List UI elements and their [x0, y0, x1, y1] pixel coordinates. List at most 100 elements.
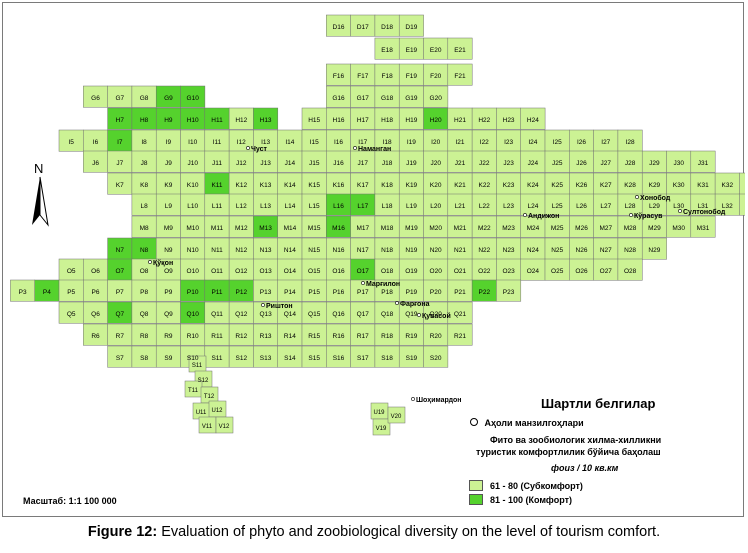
grid-cell-label: R7	[116, 333, 125, 340]
grid-cell-label: R19	[405, 333, 417, 340]
grid-cell-label: O18	[381, 268, 394, 275]
map-frame: D16 D17 D18 D19 E18 E19 E20 E21 F16 F17 F18 F19 F20 F…	[2, 2, 745, 517]
grid-cell-label: S10	[187, 355, 199, 362]
grid-cell-label: L15	[309, 203, 320, 210]
grid-cell-label: J26	[576, 160, 587, 167]
grid-cell-label: L26	[576, 203, 587, 210]
grid-cell-label: D18	[381, 24, 393, 31]
grid-cell	[253, 107, 279, 130]
grid-cell-label: I18	[383, 139, 392, 146]
grid-cell-label: F17	[357, 73, 369, 80]
grid-cell-label: S13	[260, 355, 272, 362]
grid-cell	[423, 345, 449, 368]
grid-cell-label: M10	[186, 225, 199, 232]
grid-cell	[690, 215, 716, 238]
grid-cell-label: V19	[376, 426, 387, 432]
grid-cell-label: S14	[284, 355, 296, 362]
city-label: Қувасой	[422, 312, 451, 320]
grid-cell-label: N15	[308, 247, 320, 254]
grid-cell-label: H13	[260, 117, 272, 124]
grid-cell	[496, 279, 522, 302]
grid-cell-label: L22	[479, 203, 490, 210]
grid-cell-label: M18	[381, 225, 394, 232]
grid-cell-label: M8	[140, 225, 149, 232]
grid-cell-label: K31	[697, 182, 709, 189]
grid-cell-label: H18	[381, 117, 393, 124]
grid-cell-label: K9	[164, 182, 172, 189]
grid-cell-label: P4	[43, 289, 51, 296]
grid-cell-label: Q19	[405, 311, 418, 318]
grid-cell-label: N16	[333, 247, 345, 254]
grid-cell-label: N10	[187, 247, 199, 254]
grid-cell-label: N21	[454, 247, 466, 254]
grid-cell-label: H23	[503, 117, 515, 124]
grid-cell-label: O19	[405, 268, 418, 275]
grid-cell-label: J24	[528, 160, 539, 167]
grid-cell-label: O28	[624, 268, 637, 275]
grid-cell-label: G16	[332, 95, 345, 102]
grid-cell-label: I21	[455, 139, 464, 146]
grid-cell-label: H7	[116, 117, 125, 124]
grid-cell-label: H9	[164, 117, 173, 124]
grid-cell-label: L25	[552, 203, 563, 210]
grid-cell-label: K30	[673, 182, 685, 189]
grid-cell-label: Q16	[332, 311, 345, 318]
city-label: Хонобод	[640, 194, 671, 202]
north-label: N	[34, 161, 43, 176]
grid-cell-label: K8	[140, 182, 148, 189]
grid-cell-label: S7	[116, 355, 124, 362]
grid-cell-label: R20	[430, 333, 442, 340]
grid-cell-label: D19	[405, 24, 417, 31]
grid-cell-label: P10	[187, 289, 199, 296]
grid-cell	[215, 416, 234, 434]
grid-cell-label: E20	[430, 47, 442, 54]
grid-cell-label: K17	[357, 182, 369, 189]
grid-cell-label: I8	[141, 139, 147, 146]
grid-cell-label: J28	[625, 160, 636, 167]
grid-cell-label: P18	[381, 289, 393, 296]
north-arrow: N	[32, 161, 49, 227]
grid-cell-label: P17	[357, 289, 369, 296]
grid-cell-label: N12	[235, 247, 247, 254]
grid-cell-label: L30	[673, 203, 684, 210]
grid-cell-label: M17	[356, 225, 369, 232]
grid-cell-label: I20	[431, 139, 440, 146]
grid-cell-label: P3	[19, 289, 27, 296]
grid-cell-label: K7	[116, 182, 124, 189]
city-label: Марғилон	[366, 281, 400, 288]
grid-cell-label: R9	[164, 333, 173, 340]
grid-cell-label: P14	[284, 289, 296, 296]
grid-cell-label: I27	[601, 139, 610, 146]
grid-cell-label: M9	[164, 225, 173, 232]
grid-cell-label: F19	[406, 73, 418, 80]
grid-cell-label: K16	[333, 182, 345, 189]
grid-cell-label: S9	[164, 355, 172, 362]
grid-cell-label: V12	[219, 424, 230, 430]
grid-cell-label: K18	[381, 182, 393, 189]
grid-cell-label: V11	[202, 424, 213, 430]
grid-cell-label: S15	[308, 355, 320, 362]
grid-cell-label: K12	[236, 182, 248, 189]
grid-cell	[180, 85, 206, 108]
grid-cell-label: L8	[140, 203, 148, 210]
grid-cell	[447, 63, 473, 86]
grid-cell-label: S11	[192, 363, 203, 369]
grid-cell-label: Q12	[235, 311, 248, 318]
grid-cell-label: M24	[527, 225, 540, 232]
grid-cell-label: K29	[649, 182, 661, 189]
grid-cell-label: I26	[577, 139, 586, 146]
grid-cell-labels: D16 D17 D18 D19 E18 E19 E20 E21 F16 F17 F18 F19 F20 F…	[19, 24, 734, 432]
grid-cell-label: G7	[115, 95, 124, 102]
grid-cell-label: P20	[430, 289, 442, 296]
city-label: Қўқон	[153, 259, 173, 267]
grid-cell-label: H16	[333, 117, 345, 124]
grid-cell-label: S19	[406, 355, 418, 362]
grid-cell-label: L13	[260, 203, 271, 210]
grid-cell-label: K24	[527, 182, 539, 189]
grid-cell-label: K28	[624, 182, 636, 189]
city-label: Андижон	[528, 213, 559, 220]
grid-cell-label: L27	[600, 203, 611, 210]
grid-cell-label: J15	[309, 160, 320, 167]
grid-cell-label: M31	[697, 225, 710, 232]
grid-cell-label: R21	[454, 333, 466, 340]
